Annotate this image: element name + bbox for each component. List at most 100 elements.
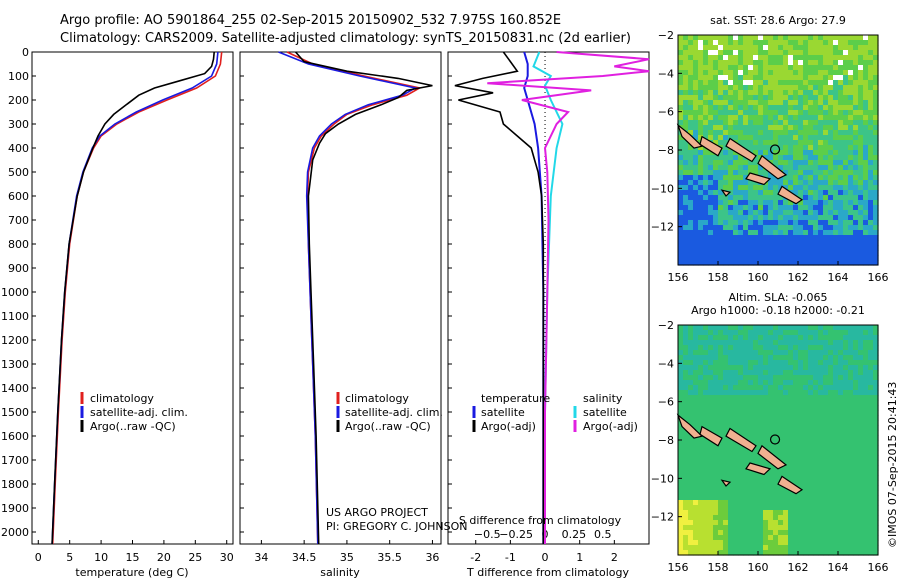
map-cell: [868, 445, 874, 451]
map-cell: [683, 260, 689, 266]
map-cell: [713, 525, 719, 531]
map-cell: [818, 370, 824, 376]
map-cell: [768, 370, 774, 376]
map-cell: [798, 250, 804, 256]
map-cell: [733, 180, 739, 186]
map-cell: [713, 180, 719, 186]
map-cell: [743, 135, 749, 141]
map-cell: [808, 505, 814, 511]
map-cell: [858, 425, 864, 431]
map-cell: [683, 245, 689, 251]
map-cell: [758, 240, 764, 246]
map-cell: [793, 475, 799, 481]
map-cell: [873, 70, 879, 76]
map-cell: [788, 455, 794, 461]
map-cell: [858, 175, 864, 181]
map-cell: [688, 375, 694, 381]
map-cell: [853, 40, 859, 46]
map-cell: [868, 440, 874, 446]
map-cell: [778, 420, 784, 426]
map-cell: [753, 530, 759, 536]
map-cell: [718, 500, 724, 506]
map-cell: [713, 175, 719, 181]
map-cell: [758, 90, 764, 96]
map-cell: [748, 140, 754, 146]
map-cell: [783, 355, 789, 361]
map-cell: [683, 445, 689, 451]
map-cell: [813, 340, 819, 346]
map-cell: [783, 505, 789, 511]
map-cell: [803, 405, 809, 411]
map-cell: [798, 335, 804, 341]
map-cell: [688, 155, 694, 161]
map-cell: [768, 150, 774, 156]
y-tick-label: −12: [651, 511, 674, 524]
map-cell: [788, 40, 794, 46]
map-cell: [748, 200, 754, 206]
map-cell: [813, 145, 819, 151]
map-cell: [853, 90, 859, 96]
map-cell: [748, 395, 754, 401]
map-cell: [758, 410, 764, 416]
map-cell: [718, 40, 724, 46]
map-cell: [833, 485, 839, 491]
map-cell: [853, 505, 859, 511]
map-cell: [783, 530, 789, 536]
map-cell: [738, 335, 744, 341]
map-cell: [823, 360, 829, 366]
map-cell: [703, 530, 709, 536]
map-cell: [788, 245, 794, 251]
map-cell: [818, 430, 824, 436]
map-cell: [693, 370, 699, 376]
map-cell: [693, 100, 699, 106]
map-cell: [858, 335, 864, 341]
map-cell: [803, 520, 809, 526]
map-cell: [828, 510, 834, 516]
map-cell: [868, 420, 874, 426]
map-cell: [743, 160, 749, 166]
s-tick-label: −0.5: [474, 528, 501, 541]
map-cell: [798, 75, 804, 81]
map-cell: [853, 335, 859, 341]
map-cell: [868, 85, 874, 91]
map-cell: [688, 540, 694, 546]
map-cell: [713, 205, 719, 211]
map-cell: [813, 360, 819, 366]
map-cell: [748, 485, 754, 491]
map-cell: [783, 130, 789, 136]
map-cell: [768, 140, 774, 146]
map-cell: [703, 45, 709, 51]
map-cell: [703, 325, 709, 331]
map-cell: [728, 425, 734, 431]
map-cell: [828, 230, 834, 236]
map-cell: [873, 455, 879, 461]
map-cell: [773, 395, 779, 401]
map-cell: [783, 365, 789, 371]
map-cell: [718, 385, 724, 391]
map-cell: [708, 165, 714, 171]
map-cell: [778, 440, 784, 446]
map-cell: [693, 465, 699, 471]
map-cell: [783, 395, 789, 401]
map-cell: [698, 445, 704, 451]
map-cell: [823, 435, 829, 441]
map-cell: [753, 115, 759, 121]
map-cell: [788, 375, 794, 381]
map-cell: [828, 150, 834, 156]
map-cell: [863, 70, 869, 76]
map-cell: [763, 210, 769, 216]
map-cell: [693, 50, 699, 56]
map-cell: [873, 40, 879, 46]
map-cell: [808, 220, 814, 226]
map-cell: [678, 195, 684, 201]
map-cell: [693, 475, 699, 481]
map-cell: [858, 80, 864, 86]
map-cell: [753, 545, 759, 551]
map-cell: [818, 35, 824, 41]
map-cell: [793, 210, 799, 216]
map-cell: [728, 65, 734, 71]
map-cell: [718, 225, 724, 231]
map-cell: [823, 195, 829, 201]
map-cell: [793, 515, 799, 521]
map-cell: [758, 200, 764, 206]
